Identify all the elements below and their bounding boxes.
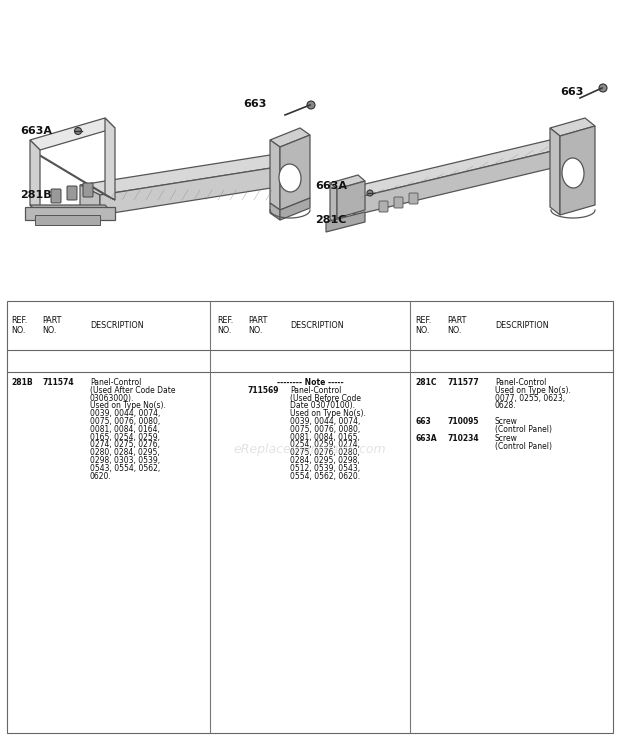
Text: 663: 663 [243,99,267,109]
Text: 663A: 663A [315,181,347,191]
Polygon shape [100,165,290,215]
Ellipse shape [279,164,301,192]
Polygon shape [326,212,365,232]
FancyBboxPatch shape [394,197,403,208]
Text: PART
NO.: PART NO. [448,315,467,336]
FancyBboxPatch shape [409,193,418,204]
Text: 0165, 0254, 0259,: 0165, 0254, 0259, [90,432,160,442]
Text: 0081, 0084, 0165,: 0081, 0084, 0165, [290,432,360,442]
Text: 0075, 0076, 0080,: 0075, 0076, 0080, [90,417,160,426]
Text: DESCRIPTION: DESCRIPTION [495,321,548,330]
Text: (Control Panel): (Control Panel) [495,442,552,451]
Polygon shape [270,203,280,220]
Text: 281B: 281B [20,190,51,200]
Bar [7,301,613,733]
Text: 0081, 0084, 0164,: 0081, 0084, 0164, [90,425,160,434]
Text: 711577: 711577 [448,378,479,387]
Text: 0512, 0539, 0543,: 0512, 0539, 0543, [290,464,360,472]
Text: (Control Panel): (Control Panel) [495,425,552,434]
FancyBboxPatch shape [379,201,388,212]
Text: DESCRIPTION: DESCRIPTION [290,321,343,330]
Text: eReplacementParts.com: eReplacementParts.com [234,443,386,457]
Text: 0075, 0076, 0080,: 0075, 0076, 0080, [290,425,360,434]
Text: 711569: 711569 [248,386,280,395]
Text: PART
NO.: PART NO. [248,315,267,336]
Text: 281C: 281C [315,215,347,225]
Polygon shape [550,128,560,215]
Polygon shape [105,118,115,200]
Text: 0298, 0303, 0539,: 0298, 0303, 0539, [90,456,160,465]
Polygon shape [337,181,365,218]
Text: 0554, 0562, 0620.: 0554, 0562, 0620. [290,472,360,481]
Ellipse shape [562,158,584,188]
Text: 663: 663 [415,417,431,426]
Circle shape [367,190,373,196]
Text: -------- Note -----: -------- Note ----- [277,378,343,387]
Text: Date 03070100).: Date 03070100). [290,402,355,411]
Text: 710095: 710095 [448,417,479,426]
Polygon shape [270,140,280,210]
Text: 0543, 0554, 0562,: 0543, 0554, 0562, [90,464,160,472]
Polygon shape [560,126,595,215]
Text: 663: 663 [560,87,583,97]
Text: REF.
NO.: REF. NO. [11,315,27,336]
Circle shape [599,84,607,92]
Text: REF.
NO.: REF. NO. [217,315,233,336]
Text: 0275, 0276, 0280,: 0275, 0276, 0280, [290,448,360,458]
Polygon shape [80,155,290,195]
Polygon shape [35,215,100,225]
Text: 0254, 0259, 0274,: 0254, 0259, 0274, [290,440,360,449]
Text: 0628.: 0628. [495,402,516,411]
Polygon shape [340,190,355,215]
Polygon shape [30,118,115,150]
Text: 0274, 0275, 0276,: 0274, 0275, 0276, [90,440,160,449]
FancyBboxPatch shape [51,189,61,203]
Text: Panel-Control: Panel-Control [90,378,141,387]
Text: (Used Before Code: (Used Before Code [290,394,361,403]
Text: Screw: Screw [495,434,518,443]
Polygon shape [80,185,100,215]
Text: Panel-Control: Panel-Control [495,378,546,387]
Text: 663A: 663A [415,434,437,443]
Text: 0039, 0044, 0074,: 0039, 0044, 0074, [290,417,361,426]
Text: 0620.: 0620. [90,472,112,481]
Text: REF.
NO.: REF. NO. [415,315,432,336]
Polygon shape [330,175,365,189]
Text: 0280, 0284, 0295,: 0280, 0284, 0295, [90,448,159,458]
Text: Screw: Screw [495,417,518,426]
Polygon shape [330,183,337,225]
Text: 281C: 281C [415,378,437,387]
Polygon shape [550,118,595,136]
Text: 710234: 710234 [448,434,479,443]
Text: Used on Type No(s).: Used on Type No(s). [90,402,166,411]
Text: 0039, 0044, 0074,: 0039, 0044, 0074, [90,409,161,418]
Polygon shape [280,135,310,210]
Polygon shape [355,148,565,215]
Text: 281B: 281B [11,378,33,387]
Text: 03063000).: 03063000). [90,394,135,403]
Text: 0077, 0255, 0623,: 0077, 0255, 0623, [495,394,565,403]
Text: 711574: 711574 [42,378,74,387]
FancyBboxPatch shape [83,183,93,197]
Text: 663A: 663A [20,126,52,136]
FancyBboxPatch shape [67,186,77,200]
Polygon shape [270,128,310,147]
Text: 0284, 0295, 0298,: 0284, 0295, 0298, [290,456,360,465]
Polygon shape [280,198,310,220]
Text: DESCRIPTION: DESCRIPTION [90,321,143,330]
Text: Used on Type No(s).: Used on Type No(s). [290,409,366,418]
Circle shape [307,101,315,109]
Text: (Used After Code Date: (Used After Code Date [90,386,175,395]
Text: Used on Type No(s).: Used on Type No(s). [495,386,570,395]
Polygon shape [30,205,115,215]
Polygon shape [25,207,115,220]
Polygon shape [30,150,115,200]
Circle shape [74,127,81,135]
Text: PART
NO.: PART NO. [42,315,61,336]
Text: Panel-Control: Panel-Control [290,386,342,395]
Polygon shape [30,140,40,215]
Polygon shape [340,140,565,198]
